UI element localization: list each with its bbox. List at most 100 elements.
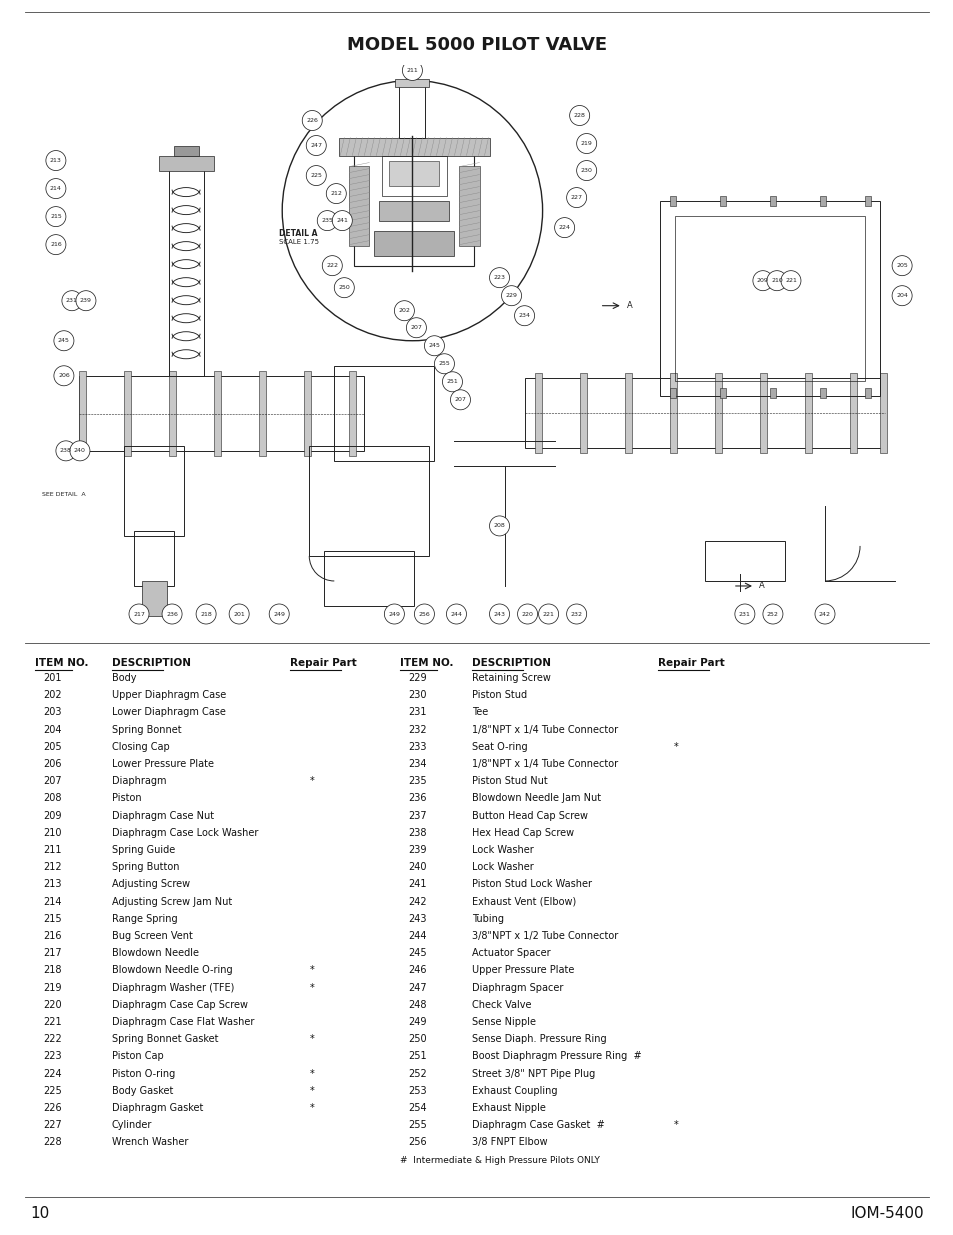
Text: 217: 217	[44, 948, 62, 958]
Text: Blowdown Needle O-ring: Blowdown Needle O-ring	[112, 966, 233, 976]
Circle shape	[402, 61, 422, 80]
Text: 226: 226	[44, 1103, 62, 1113]
Circle shape	[302, 110, 322, 131]
Bar	[334, 366, 434, 461]
Circle shape	[538, 604, 558, 624]
Circle shape	[766, 270, 786, 290]
Text: 237: 237	[408, 810, 427, 820]
Text: 231: 231	[408, 708, 427, 718]
Text: Repair Part: Repair Part	[290, 658, 356, 668]
Circle shape	[162, 604, 182, 624]
Circle shape	[76, 290, 96, 311]
Text: 236: 236	[166, 611, 178, 616]
Text: A: A	[626, 301, 632, 310]
Text: Blowdown Needle: Blowdown Needle	[112, 948, 199, 958]
Bar	[124, 370, 131, 456]
Circle shape	[46, 151, 66, 170]
Text: Spring Button: Spring Button	[112, 862, 179, 872]
Text: 242: 242	[818, 611, 830, 616]
Bar	[864, 388, 870, 398]
Circle shape	[46, 235, 66, 254]
Bar	[804, 373, 811, 453]
Text: 226: 226	[306, 119, 318, 124]
Text: Check Valve: Check Valve	[472, 1000, 531, 1010]
Text: 210: 210	[770, 278, 782, 283]
Text: Actuator Spacer: Actuator Spacer	[472, 948, 550, 958]
Text: 256: 256	[408, 1137, 427, 1147]
Text: Sense Nipple: Sense Nipple	[472, 1016, 536, 1028]
Text: IOM-5400: IOM-5400	[849, 1205, 923, 1220]
Bar	[379, 200, 449, 221]
Text: Piston O-ring: Piston O-ring	[112, 1068, 175, 1078]
Text: 209: 209	[44, 810, 62, 820]
Circle shape	[489, 268, 509, 288]
Text: 251: 251	[446, 379, 457, 384]
Circle shape	[752, 270, 772, 290]
Bar	[339, 137, 489, 156]
Text: Repair Part: Repair Part	[658, 658, 724, 668]
Text: 247: 247	[310, 143, 322, 148]
Circle shape	[569, 105, 589, 126]
Text: Spring Bonnet: Spring Bonnet	[112, 725, 181, 735]
Text: 222: 222	[44, 1034, 62, 1045]
Text: 220: 220	[521, 611, 533, 616]
Circle shape	[489, 516, 509, 536]
Bar	[169, 370, 176, 456]
Circle shape	[762, 604, 782, 624]
Text: Seat O-ring: Seat O-ring	[472, 742, 527, 752]
Text: 211: 211	[406, 68, 417, 73]
Text: 3/8 FNPT Elbow: 3/8 FNPT Elbow	[472, 1137, 547, 1147]
Bar	[169, 165, 204, 375]
Circle shape	[424, 336, 444, 356]
Text: *: *	[673, 742, 678, 752]
Bar	[173, 146, 199, 156]
Text: Retaining Screw: Retaining Screw	[472, 673, 550, 683]
Bar	[674, 216, 864, 380]
Bar	[349, 370, 356, 456]
Bar	[259, 370, 266, 456]
Text: Hex Head Cap Screw: Hex Head Cap Screw	[472, 827, 574, 837]
Text: 251: 251	[408, 1051, 427, 1061]
Circle shape	[70, 441, 90, 461]
Text: #  Intermediate & High Pressure Pilots ONLY: # Intermediate & High Pressure Pilots ON…	[399, 1156, 599, 1165]
Bar	[880, 373, 886, 453]
Circle shape	[781, 270, 801, 290]
Bar	[324, 551, 414, 606]
Text: 252: 252	[408, 1068, 427, 1078]
Circle shape	[46, 206, 66, 226]
Circle shape	[446, 604, 466, 624]
Text: 221: 221	[784, 278, 796, 283]
Bar	[669, 195, 675, 205]
Text: 234: 234	[408, 760, 427, 769]
Text: Adjusting Screw Jam Nut: Adjusting Screw Jam Nut	[112, 897, 232, 906]
Text: DESCRIPTION: DESCRIPTION	[472, 658, 551, 668]
Circle shape	[384, 604, 404, 624]
Text: Piston Stud Nut: Piston Stud Nut	[472, 777, 547, 787]
Text: *: *	[673, 1120, 678, 1130]
Text: Exhaust Nipple: Exhaust Nipple	[472, 1103, 545, 1113]
Text: Spring Guide: Spring Guide	[112, 845, 175, 855]
Text: 227: 227	[570, 195, 582, 200]
Text: 221: 221	[44, 1016, 62, 1028]
Text: Boost Diaphragm Pressure Ring  #: Boost Diaphragm Pressure Ring #	[472, 1051, 641, 1061]
Circle shape	[554, 217, 574, 237]
Text: Lower Pressure Plate: Lower Pressure Plate	[112, 760, 213, 769]
Text: MODEL 5000 PILOT VALVE: MODEL 5000 PILOT VALVE	[347, 36, 606, 54]
Text: 224: 224	[44, 1068, 62, 1078]
Text: 227: 227	[44, 1120, 62, 1130]
Text: 218: 218	[200, 611, 212, 616]
Text: 233: 233	[408, 742, 427, 752]
Text: 223: 223	[493, 275, 505, 280]
Text: 207: 207	[44, 777, 62, 787]
Circle shape	[196, 604, 216, 624]
Text: 215: 215	[50, 214, 62, 219]
Text: 214: 214	[50, 186, 62, 191]
Bar	[374, 231, 454, 256]
Circle shape	[566, 604, 586, 624]
Circle shape	[576, 133, 596, 153]
Text: 231: 231	[66, 298, 78, 303]
Text: 3/8"NPT x 1/2 Tube Connector: 3/8"NPT x 1/2 Tube Connector	[472, 931, 618, 941]
Text: 206: 206	[58, 373, 70, 378]
Bar	[720, 195, 725, 205]
Text: Exhaust Coupling: Exhaust Coupling	[472, 1086, 557, 1095]
